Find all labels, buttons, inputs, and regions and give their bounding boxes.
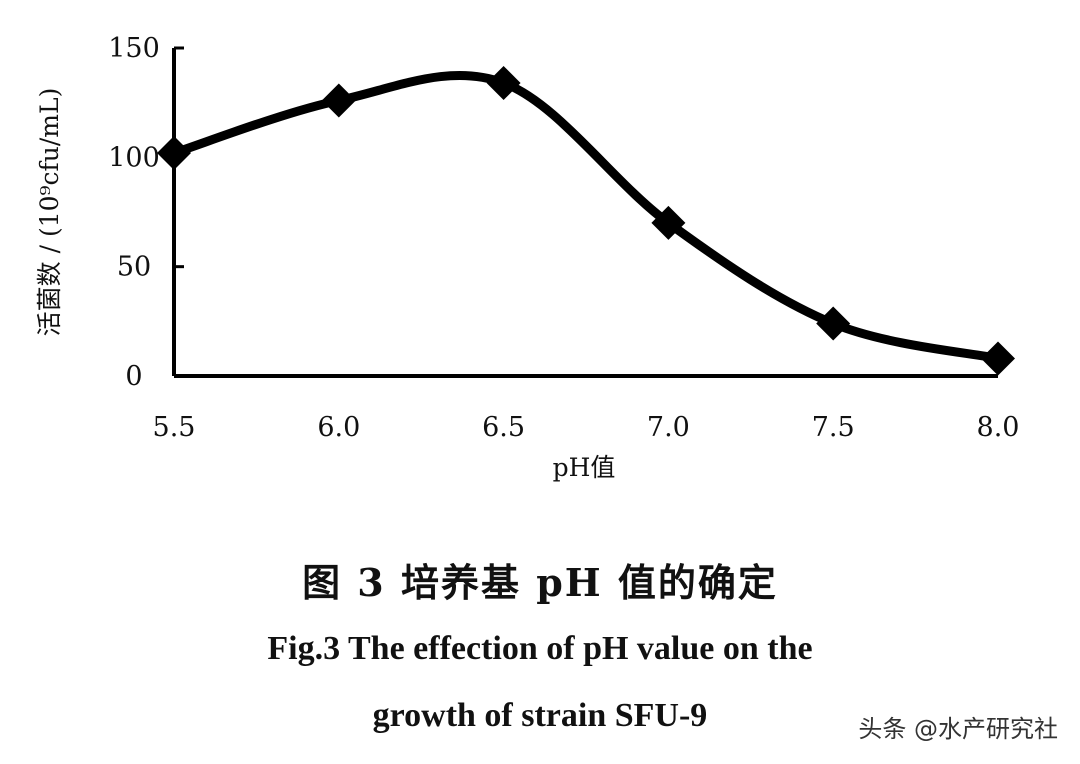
figure-caption-chinese: 图 3 培养基 pH 值的确定 [302, 560, 778, 605]
x-tick-label: 5.5 [153, 412, 196, 443]
figure-caption-english-line1: Fig.3 The effection of pH value on the [267, 630, 813, 667]
data-point-marker [157, 135, 191, 170]
data-point-marker [981, 341, 1015, 376]
source-watermark-tag: 头条 @水产研究社 [858, 715, 1058, 743]
y-axis-label: 活菌数 / (10⁹cfu/mL) [35, 88, 64, 337]
x-tick-label: 7.5 [812, 412, 855, 443]
data-point-marker [816, 306, 851, 341]
y-tick-label: 150 [108, 33, 160, 64]
chart-markers [157, 65, 1015, 376]
x-tick-label: 7.0 [647, 412, 690, 443]
data-point-marker [321, 83, 356, 118]
chart-series [169, 70, 1003, 364]
x-axis-label: pH值 [553, 453, 616, 482]
y-tick-label: 0 [125, 361, 142, 392]
x-tick-label: 6.5 [482, 412, 525, 443]
chart-axes [172, 48, 998, 378]
chart-ticks: 0 50 100 150 5.5 6.0 6.5 7.0 7.5 8.0 [108, 33, 1019, 443]
x-tick-label: 8.0 [977, 412, 1020, 443]
data-point-marker [651, 205, 686, 240]
x-tick-label: 6.0 [317, 412, 360, 443]
figure-caption-english-line2: growth of strain SFU-9 [372, 697, 708, 734]
series-line [169, 70, 1003, 364]
data-point-marker [486, 65, 521, 100]
line-chart: 0 50 100 150 5.5 6.0 6.5 7.0 7.5 8.0 pH值 活菌数 / (1… [35, 33, 1019, 482]
y-tick-label: 50 [117, 252, 151, 283]
y-tick-label: 100 [108, 142, 160, 173]
